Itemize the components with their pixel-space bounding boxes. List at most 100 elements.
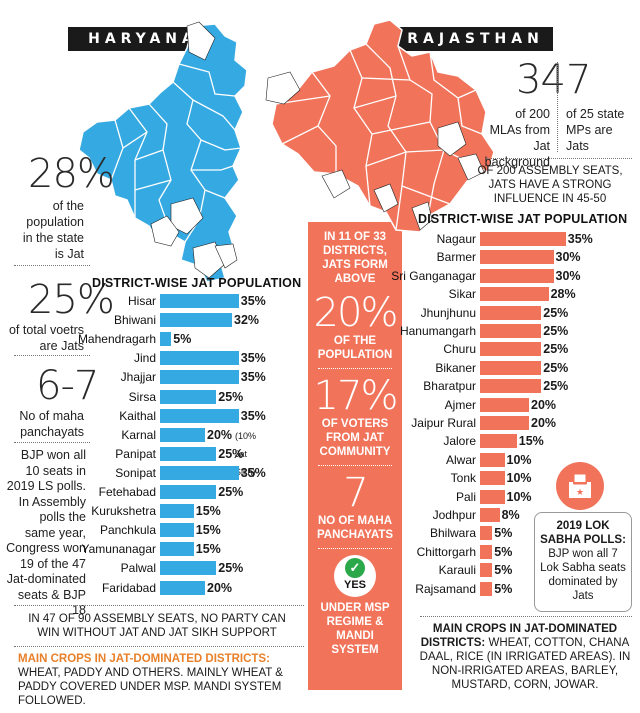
rajasthan-map [265,19,495,233]
bar-label: Jhunjhunu [420,305,476,320]
bar-value-label: 5% [494,526,513,541]
bar-value-label: 35% [240,465,266,480]
bar-row: Jalore [330,432,476,450]
bar-value-label: 20% [207,580,233,595]
bar [480,416,529,430]
divider [420,616,632,617]
bar-label: Bikaner [435,360,476,375]
bar-label: Panchkula [99,523,156,538]
rajasthan-tag: RAJASTHAN [398,27,553,51]
bar-value-label: 15% [195,504,221,519]
bar-value-label: 25% [218,561,244,576]
bar-label: Yamunanagar [81,542,157,557]
bar-value-label: 20% [531,416,557,430]
bar-value-label: 25% [218,446,244,461]
bar-row: Nagaur [330,230,476,248]
bar [480,434,517,449]
bar-label: Panipat [115,446,156,461]
bar-label: Pali [455,489,476,504]
bar-row: Bhilwara [330,524,476,542]
bar-label: Ajmer [444,397,476,412]
bar-value-label: 35% [567,232,593,246]
bar-row: Jaipur Rural [330,414,476,432]
bar-row: Pali [330,488,476,506]
divider [486,158,632,159]
haryana-stat-panchayats-text: No of maha panchayats [19,409,84,439]
bar-value-label: 28% [550,287,576,302]
bar-label: Fetehabad [98,485,156,499]
bar [480,508,500,522]
bar [480,489,505,504]
bar-label: Karnal [121,427,156,442]
rajasthan-assembly-note: OF 200 ASSEMBLY SEATS, JATS HAVE A STRON… [477,165,623,205]
bar-label: Sirsa [128,389,156,404]
bar-value-label: 15% [195,523,221,538]
divider [14,605,304,606]
divider [14,646,304,647]
bar-value-label: 30% [555,250,581,265]
bar-row: Alwar [330,451,476,469]
bar-label: Churu [443,342,476,357]
bar-label: Rajsamand [415,581,476,596]
bar-value-label: 8% [501,508,520,522]
bar-label: Kaithal [119,408,156,423]
bar-value-label: 35% [240,351,266,366]
band-block2-value: 17% [313,373,399,419]
bar-row: Tonk [330,469,476,487]
bar [160,465,239,480]
bar-value-label: 25% [543,379,569,394]
bar-row: Jhajjar [80,368,156,386]
bar [480,379,542,394]
divider [14,265,90,266]
bar-row: Kurukshetra [80,502,156,520]
bar-row: Barmer [330,248,476,266]
haryana-map [78,21,248,283]
bar-row: Bharatpur [330,377,476,395]
bar [480,452,505,467]
bar [160,561,217,576]
haryana-stat-population-value: 28% [28,151,115,197]
bar-value-label: 10% [506,471,532,486]
bar-value-label: 25% [218,485,244,499]
bar [160,542,194,557]
bar-label: Sonipat [115,465,156,480]
bar-row: Jind [80,349,156,367]
bar [480,563,493,578]
rajasthan-chart-title: DISTRICT-WISE JAT POPULATION [418,212,628,226]
bar-row: Jhunjhunu [330,304,476,322]
bar [480,268,554,283]
bar-row: Sri Ganganagar [330,267,476,285]
bar-row: Karnal [80,426,156,444]
bar-label: Bharatpur [423,379,476,394]
bar [480,232,566,246]
bar-row: Fetehabad [80,483,156,501]
bar [480,471,505,486]
haryana-stat-voters-text: of total voetrs are Jats [8,323,84,353]
svg-text:★: ★ [576,488,584,498]
haryana-stat-voters-value: 25% [28,277,115,323]
bar-label: Sri Ganganagar [391,268,476,283]
bar-row: Sikar [330,285,476,303]
bar-label: Jalore [443,434,476,449]
bar [160,370,239,385]
bar [480,287,549,302]
bar-row: Rajsamand [330,580,476,598]
bar-row: Panipat [80,445,156,463]
bar [480,526,493,541]
rajasthan-stat-mla-text: of 200 MLAs from Jat background [484,107,550,169]
haryana-footnote: IN 47 OF 90 ASSEMBLY SEATS, NO PARTY CAN… [28,613,286,639]
rajasthan-stat-mp-text: of 25 state MPs are Jats [566,107,625,153]
bar [160,427,205,442]
lok-sabha-box: 2019 LOK SABHA POLLS: BJP won all 7 Lok … [534,512,632,612]
bar-row: Mahendragarh [78,330,156,348]
bar-value-label: 15% [195,542,221,557]
bar-label: Alwar [445,452,476,467]
bar [160,580,205,595]
bar-label: Jodhpur [432,508,476,522]
bar-value-label: 30% [555,268,581,283]
check-badge: ✓ YES [334,555,376,597]
bar-label: Hisar [127,294,156,308]
ballot-box-icon: ★ [569,473,591,498]
bar-value-label: 25% [543,305,569,320]
bar-row: Churu [330,340,476,358]
